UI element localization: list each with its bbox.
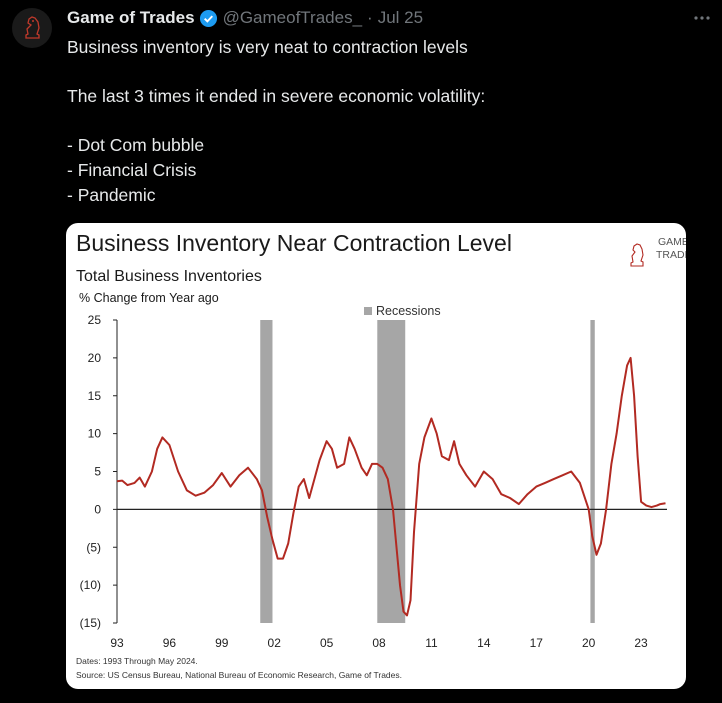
y-tick-label: 15 bbox=[88, 389, 102, 403]
logo-line1: GAME of bbox=[658, 236, 686, 248]
y-tick-label: 10 bbox=[88, 427, 102, 441]
chart-image[interactable]: Business Inventory Near Contraction Leve… bbox=[66, 223, 686, 689]
x-tick-label: 11 bbox=[425, 636, 438, 650]
y-tick-label: (5) bbox=[86, 540, 101, 554]
x-tick-label: 20 bbox=[582, 636, 596, 650]
separator-dot: · bbox=[367, 8, 373, 27]
x-tick-label: 93 bbox=[110, 636, 124, 650]
author-name[interactable]: Game of Trades bbox=[67, 8, 195, 27]
game-of-trades-logo: GAME of TRADES bbox=[630, 236, 686, 267]
tweet-line: The last 3 times it ended in severe econ… bbox=[67, 86, 486, 107]
y-tick-label: (15) bbox=[80, 616, 101, 630]
legend-label: Recessions bbox=[376, 304, 441, 318]
recession-band bbox=[590, 320, 595, 623]
logo-line2: TRADES bbox=[656, 249, 686, 261]
tweet-line: Business inventory is very neat to contr… bbox=[67, 37, 468, 57]
chart-title: Business Inventory Near Contraction Leve… bbox=[76, 230, 512, 256]
y-tick-label: 5 bbox=[94, 465, 101, 479]
tweet-line: - Financial Crisis bbox=[67, 159, 197, 180]
series-line bbox=[116, 356, 666, 617]
chart-svg: Business Inventory Near Contraction Leve… bbox=[76, 230, 686, 680]
x-tick-label: 14 bbox=[477, 636, 491, 650]
tweet-line: - Dot Com bubble bbox=[67, 135, 205, 156]
tweet-date[interactable]: Jul 25 bbox=[377, 8, 424, 27]
tweet-line: - Pandemic bbox=[67, 184, 156, 205]
y-tick-label: 0 bbox=[94, 502, 101, 516]
y-axis-label: % Change from Year ago bbox=[79, 291, 219, 305]
footnote-source: Source: US Census Bureau, National Burea… bbox=[76, 670, 402, 680]
x-tick-label: 99 bbox=[215, 636, 229, 650]
x-tick-label: 17 bbox=[530, 636, 544, 650]
author-avatar[interactable] bbox=[12, 8, 52, 48]
author-handle[interactable]: @GameofTrades_ bbox=[222, 8, 363, 27]
more-options-icon[interactable] bbox=[690, 8, 714, 28]
chart-subtitle: Total Business Inventories bbox=[76, 268, 262, 285]
y-tick-label: 25 bbox=[88, 313, 102, 327]
footnote-dates: Dates: 1993 Through May 2024. bbox=[76, 656, 198, 666]
recession-band bbox=[377, 320, 406, 623]
verified-badge-icon bbox=[199, 9, 218, 28]
x-tick-label: 02 bbox=[268, 636, 282, 650]
legend-swatch bbox=[364, 307, 372, 315]
knight-logo-icon bbox=[630, 243, 644, 267]
plot-area: 25 20 15 10 5 0 (5) (10) (15) 93 96 99 02 05 08 11 14 17 2… bbox=[80, 313, 667, 650]
knight-logo-icon bbox=[25, 16, 40, 39]
y-tick-label: (10) bbox=[80, 578, 101, 592]
recession-band bbox=[260, 320, 273, 623]
x-tick-label: 96 bbox=[163, 636, 177, 650]
tweet-text: Business inventory is very neat to contr… bbox=[67, 35, 687, 207]
tweet-header: Game of Trades @GameofTrades_ · Jul 25 bbox=[67, 6, 702, 30]
x-tick-label: 08 bbox=[372, 636, 386, 650]
x-tick-label: 05 bbox=[320, 636, 334, 650]
x-tick-label: 23 bbox=[634, 636, 648, 650]
y-tick-label: 20 bbox=[88, 351, 102, 365]
